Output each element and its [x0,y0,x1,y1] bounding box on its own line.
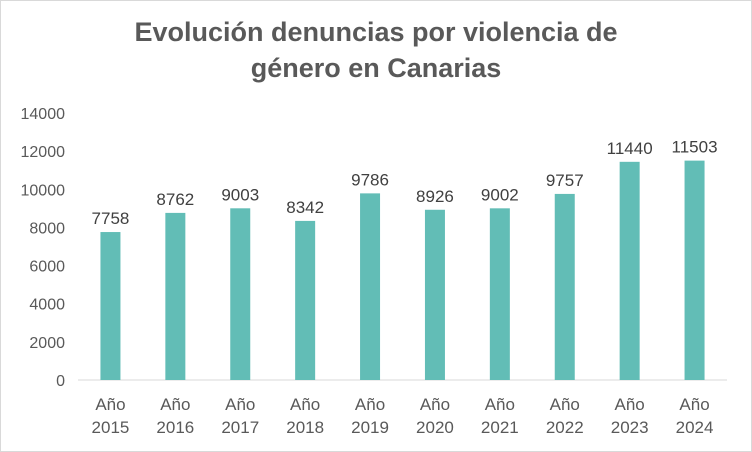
bar [230,208,251,380]
data-label: 7758 [92,209,130,228]
bars [100,160,705,380]
x-tick-label: 2021 [481,418,519,437]
bar [684,160,705,380]
y-tick-label: 8000 [29,220,65,237]
data-labels: 7758 8762 9003 8342 9786 8926 9002 9757 11440 115… [92,138,718,228]
x-tick-label: 2023 [611,418,649,437]
x-tick-label: Año [420,395,450,414]
y-tick-label: 0 [56,373,65,390]
x-tick-label: Año [615,395,645,414]
x-tick-label: 2019 [351,418,389,437]
data-label: 9786 [351,170,389,189]
y-tick-label: 4000 [29,297,65,314]
bar [619,161,640,380]
y-tick-label: 10000 [21,182,66,199]
y-axis: 0 2000 4000 6000 8000 10000 12000 14000 [21,106,66,390]
x-tick-label: Año [679,395,709,414]
y-tick-label: 6000 [29,259,65,276]
x-tick-label: 2015 [92,418,130,437]
data-label: 9003 [221,185,259,204]
data-label: 8762 [156,190,194,209]
y-tick-label: 14000 [21,106,66,123]
data-label: 8926 [416,187,454,206]
x-tick-label: 2022 [546,418,584,437]
data-label: 11440 [607,139,653,158]
chart-title-line-1: Evolución denuncias por violencia de [134,17,618,47]
x-tick-label: Año [355,395,385,414]
data-label: 9002 [481,185,519,204]
bar [295,220,316,380]
chart-title: Evolución denuncias por violencia de gén… [0,14,752,86]
y-tick-label: 2000 [29,335,65,352]
x-tick-label: Año [485,395,515,414]
data-label: 8342 [286,198,324,217]
bar [554,193,575,380]
x-tick-label: 2024 [676,418,714,437]
bar [165,212,186,380]
y-tick-label: 12000 [21,144,66,161]
x-tick-label: Año [550,395,580,414]
bar [489,208,510,380]
x-tick-label: 2016 [156,418,194,437]
data-label: 11503 [672,138,718,157]
bar [360,193,381,380]
x-tick-label: Año [160,395,190,414]
bar [424,209,445,380]
x-tick-label: 2020 [416,418,454,437]
x-tick-label: 2017 [221,418,259,437]
x-axis: Año 2015 Año 2016 Año 2017 Año 2018 Año 2019 Año 20… [92,395,714,437]
x-tick-label: Año [95,395,125,414]
x-tick-label: Año [290,395,320,414]
x-tick-label: 2018 [286,418,324,437]
data-label: 9757 [546,171,584,190]
x-tick-label: Año [225,395,255,414]
chart-title-line-2: género en Canarias [250,53,502,83]
bar [100,232,121,380]
